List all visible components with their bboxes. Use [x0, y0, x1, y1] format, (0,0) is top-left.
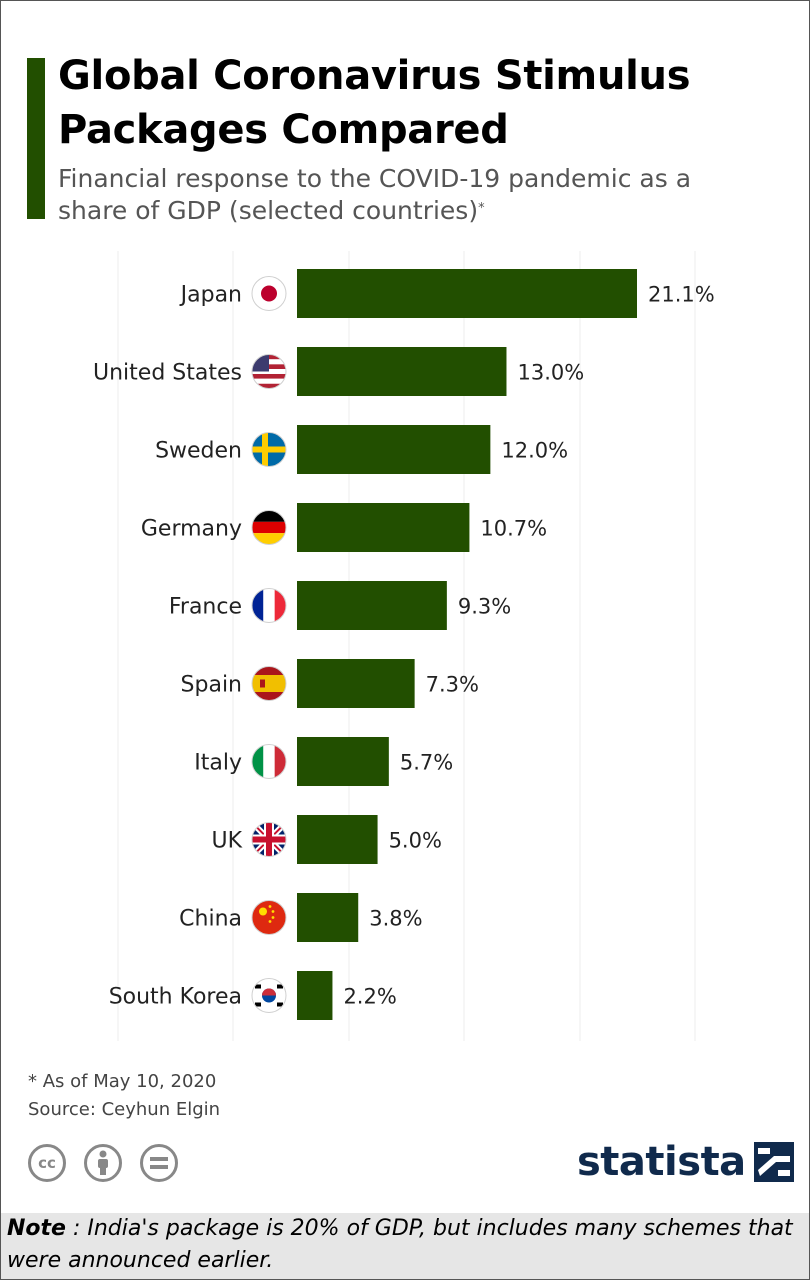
- bar-row: China 3.8%: [179, 893, 423, 942]
- value-label: 5.0%: [389, 829, 442, 853]
- value-label: 21.1%: [648, 283, 715, 307]
- statista-logo[interactable]: statista: [577, 1139, 794, 1185]
- bar: [297, 659, 415, 708]
- value-label: 9.3%: [458, 595, 511, 619]
- value-label: 12.0%: [501, 439, 568, 463]
- bar-row: South Korea 2.2%: [109, 971, 397, 1020]
- bar-row: Sweden 12.0%: [155, 425, 568, 474]
- category-label: Sweden: [155, 439, 242, 464]
- creative-commons-icon[interactable]: cc: [28, 1144, 66, 1182]
- category-label: Italy: [194, 751, 242, 776]
- bar: [297, 581, 447, 630]
- value-label: 7.3%: [426, 673, 479, 697]
- bar: [297, 269, 637, 318]
- value-label: 3.8%: [369, 907, 422, 931]
- note-text: : India's package is 20% of GDP, but inc…: [7, 1216, 793, 1273]
- value-label: 2.2%: [343, 985, 396, 1009]
- bar-row: Germany 10.7%: [141, 503, 547, 552]
- bar: [297, 815, 378, 864]
- category-label: UK: [211, 829, 242, 854]
- category-label: Spain: [181, 673, 242, 698]
- no-derivatives-icon[interactable]: [140, 1144, 178, 1182]
- license-icons: cc: [28, 1144, 178, 1182]
- chart-title: Global Coronavirus Stimulus Packages Com…: [58, 53, 691, 153]
- brand-name: statista: [577, 1139, 746, 1185]
- date-footnote: * As of May 10, 2020: [28, 1071, 217, 1092]
- chart-subtitle: Financial response to the COVID-19 pande…: [58, 163, 698, 227]
- usa-flag-icon: [251, 354, 287, 389]
- south-korea-flag-icon: [251, 978, 287, 1013]
- statista-logo-icon: [753, 1142, 794, 1182]
- bar: [297, 347, 507, 396]
- bar-chart: Japan 21.1% United States 13.0% Sweden 12.0% G…: [93, 251, 715, 1041]
- italy-flag-icon: [251, 744, 287, 779]
- category-label: South Korea: [109, 985, 242, 1010]
- title-accent-bar: [27, 58, 45, 219]
- source-line: Source: Ceyhun Elgin: [28, 1099, 221, 1120]
- value-label: 5.7%: [400, 751, 453, 775]
- bar-row: Spain 7.3%: [181, 659, 479, 708]
- note-label: Note: [7, 1216, 66, 1241]
- note-box: Note : India's package is 20% of GDP, bu…: [1, 1213, 809, 1279]
- footnotes: * As of May 10, 2020 Source: Ceyhun Elgi…: [28, 1068, 220, 1124]
- category-label: Germany: [141, 517, 242, 542]
- category-label: France: [169, 595, 242, 620]
- france-flag-icon: [251, 588, 287, 623]
- bar-row: United States 13.0%: [93, 347, 584, 396]
- bar-row: France 9.3%: [169, 581, 511, 630]
- sweden-flag-icon: [251, 432, 287, 467]
- uk-flag-icon: [251, 822, 287, 857]
- subtitle-asterisk: *: [478, 201, 485, 216]
- category-label: Japan: [179, 283, 242, 308]
- spain-flag-icon: [251, 666, 287, 701]
- japan-flag-icon: [251, 276, 287, 311]
- germany-flag-icon: [251, 510, 287, 545]
- bar: [297, 737, 389, 786]
- bar: [297, 893, 359, 942]
- bar: [297, 971, 333, 1020]
- category-label: China: [179, 907, 242, 932]
- bar-row: Japan 21.1%: [179, 269, 715, 318]
- subtitle-text: Financial response to the COVID-19 pande…: [58, 164, 692, 225]
- category-label: United States: [93, 361, 242, 386]
- china-flag-icon: [251, 900, 287, 935]
- bar-row: Italy 5.7%: [194, 737, 453, 786]
- bar: [297, 425, 491, 474]
- bar-row: UK 5.0%: [211, 815, 442, 864]
- value-label: 13.0%: [517, 361, 584, 385]
- bar: [297, 503, 470, 552]
- value-label: 10.7%: [480, 517, 547, 541]
- attribution-icon[interactable]: [84, 1144, 122, 1182]
